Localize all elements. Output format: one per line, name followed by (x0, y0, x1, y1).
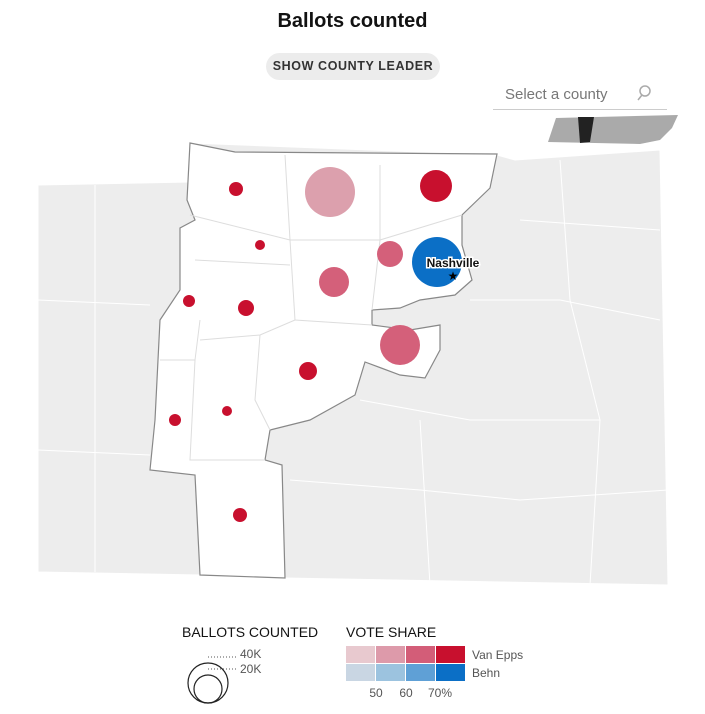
district (149, 142, 498, 579)
county-line (419, 419, 431, 586)
state-inset (548, 115, 678, 144)
county-line (37, 299, 151, 306)
page-title: Ballots counted (277, 10, 428, 32)
county-bubble[interactable] (169, 414, 181, 426)
swatch (436, 664, 465, 681)
city-label: Nashville (427, 256, 480, 270)
county-line (519, 219, 661, 231)
county-bubble[interactable] (380, 325, 420, 365)
bubbles (169, 167, 462, 522)
legend-size-circle (193, 674, 223, 704)
county-line (371, 165, 381, 311)
legend-size-label: 40K (240, 647, 261, 661)
legend-scale-label: 50 (369, 686, 383, 700)
county-line (189, 214, 463, 241)
county-bubble[interactable] (233, 508, 247, 522)
legend-candidate: Van Epps (472, 648, 523, 662)
swatch (406, 664, 435, 681)
county-bubble[interactable] (238, 300, 254, 316)
county-bubble[interactable] (229, 182, 243, 196)
county-bubble[interactable] (299, 362, 317, 380)
legend-size-title: BALLOTS COUNTED (182, 624, 318, 640)
county-line (189, 359, 265, 461)
county-bubble[interactable] (222, 406, 232, 416)
swatch (376, 664, 405, 681)
legend-swatches (346, 646, 465, 681)
county-bubble[interactable] (255, 240, 265, 250)
search-icon (639, 85, 651, 97)
county-bubble[interactable] (420, 170, 452, 202)
search-placeholder: Select a county (505, 86, 608, 103)
legend-scale-label: 70% (428, 686, 452, 700)
inset-state (548, 115, 678, 144)
county-bubble[interactable] (412, 237, 462, 287)
county-bubble[interactable] (305, 167, 355, 217)
county-line (254, 334, 271, 431)
county-line (37, 449, 151, 456)
swatch (376, 646, 405, 663)
inset-district (578, 117, 594, 143)
swatch (436, 646, 465, 663)
county-line (289, 479, 669, 501)
county-line (559, 159, 601, 586)
county-line (284, 154, 373, 326)
legend-scale-label: 60 (399, 686, 413, 700)
legend-share-title: VOTE SHARE (346, 624, 436, 640)
county-bubble[interactable] (183, 295, 195, 307)
legend-size-label: 20K (240, 662, 261, 676)
swatch (346, 664, 375, 681)
show-leader-button[interactable]: SHOW COUNTY LEADER (266, 53, 440, 80)
county-search[interactable]: Select a county (493, 82, 667, 110)
background-county-lines (37, 159, 669, 586)
search-icon-handle (637, 94, 643, 101)
county-bubble[interactable] (377, 241, 403, 267)
district-county-lines (160, 154, 463, 461)
city-star: ★ (448, 269, 459, 283)
county-line (194, 259, 291, 266)
swatch (406, 646, 435, 663)
swatch (346, 646, 375, 663)
county-bubble[interactable] (319, 267, 349, 297)
county-line (470, 299, 661, 321)
legend-candidate: Behn (472, 666, 500, 680)
county-line (359, 399, 600, 421)
